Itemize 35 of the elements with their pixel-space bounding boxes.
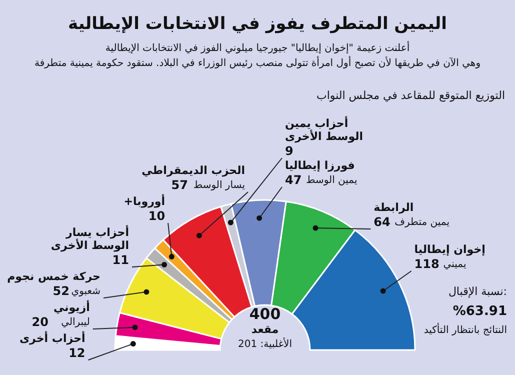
data-label: 20 [32,315,48,329]
text: ليبرالي [61,317,90,328]
text: 400 [249,305,281,323]
text: يمين متطرف [394,217,450,228]
chart-subtitle: أعلنت زعيمة "إخوان إيطاليا" جيورجيا ميلوني الفوز في الانتخابات الإيطالية وهي الآن في طريقها لأن تصبح أول امرأة تتولى منصب رئيس الوزراء في البلاد. ستقود حكومة يمينية متطرفة [34,41,481,69]
data-label: 52 [52,284,70,298]
text: النتائج بانتظار التأكيد [424,322,507,336]
data-label: 12 [68,346,86,360]
data-label: 64 [374,215,390,229]
slice-label: أزيوني [53,300,90,314]
data-label: 47 [285,173,302,187]
slice-label: أحزاب يسار الوسط الأخرى [50,225,129,252]
text: مقعد [251,323,279,336]
slice-label: حركة خمس نجوم [7,270,100,283]
data-label: 10 [148,209,166,223]
legend-title: التوزيع المتوقع للمقاعد في مجلس النواب [316,89,505,102]
text: يسار الوسط [193,180,245,191]
data-label: 118 [414,257,440,271]
text: يمين الوسط [306,175,358,186]
slice-label: إخوان إيطاليا [414,243,486,256]
chart-title: اليمين المتطرف يفوز في الانتخابات الإيطالية [68,14,447,34]
slice-label: أحزاب يمين الوسط الأخرى [285,116,364,143]
text: %63.91 [452,304,507,319]
data-label: 11 [112,253,129,267]
slice-label: الحزب الديمقراطي [142,164,245,177]
slice-label: فورزا إيطاليا [285,159,355,172]
slice-label: الرابطة [374,201,414,214]
text: يميني [443,259,466,270]
text: شعبوي [71,286,100,297]
text: نسبة الإقبال: [448,285,507,298]
slice-label: +أوروبا [124,194,166,208]
slice-label: أحزاب أخرى [19,331,86,345]
text: الأغلبية: 201 [238,337,292,350]
data-label: 57 [171,178,188,192]
data-label: 9 [285,144,294,158]
